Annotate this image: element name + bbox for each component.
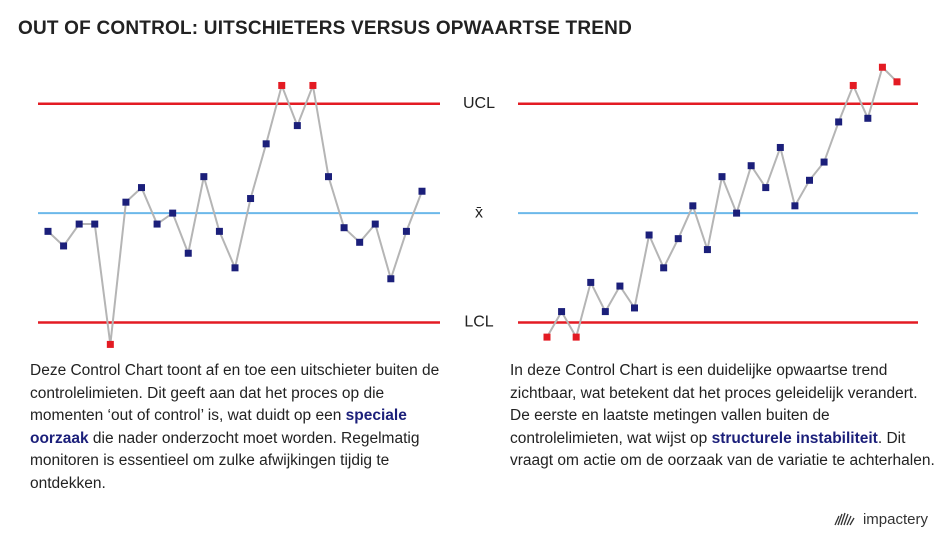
data-point	[747, 162, 755, 170]
data-point	[122, 198, 130, 206]
data-point	[153, 220, 161, 228]
data-point	[387, 275, 395, 283]
data-point	[44, 227, 52, 235]
highlight: speciale oorzaak	[30, 407, 407, 447]
data-point	[231, 264, 239, 272]
data-point	[340, 224, 348, 232]
data-point	[293, 122, 301, 130]
data-point	[278, 81, 286, 89]
data-point	[418, 187, 426, 195]
text: die nader onderzocht moet worden. Regelm…	[30, 429, 420, 492]
data-point	[820, 158, 828, 166]
data-point	[806, 176, 813, 184]
text: Deze Control Chart toont af en toe een u…	[30, 362, 440, 425]
data-point	[60, 242, 68, 250]
data-point	[849, 81, 857, 89]
data-point	[169, 209, 177, 217]
logo-icon	[834, 512, 855, 526]
data-point	[587, 278, 595, 286]
data-point	[703, 246, 711, 254]
data-point	[138, 184, 145, 192]
data-point	[247, 195, 255, 203]
data-point	[835, 118, 843, 126]
data-point	[215, 227, 223, 235]
data-point	[616, 282, 624, 290]
data-point	[864, 114, 872, 122]
data-point	[309, 81, 317, 89]
data-point	[893, 78, 901, 86]
text: . Dit vraagt om actie om de oorzaak van …	[510, 429, 935, 470]
series-line	[47, 81, 423, 345]
data-point	[200, 173, 208, 181]
data-point	[184, 249, 192, 257]
logo: impactery	[833, 510, 928, 528]
data-point	[371, 220, 379, 228]
data-point	[91, 220, 99, 228]
data-point	[718, 173, 726, 181]
data-point	[660, 264, 668, 272]
description: Deze Control Chart toont af en toe een u…	[30, 360, 460, 496]
logo-text: impactery	[862, 511, 928, 528]
text: In deze Control Chart is een duidelijke …	[510, 362, 918, 447]
data-point	[689, 202, 697, 210]
data-point	[356, 238, 364, 246]
limit-label: LCL	[464, 314, 493, 331]
data-point	[762, 184, 770, 192]
limit-label: UCL	[463, 95, 495, 112]
data-point	[791, 202, 799, 210]
data-point	[776, 143, 784, 151]
description: In deze Control Chart is een duidelijke …	[510, 360, 940, 473]
data-point	[402, 227, 410, 235]
data-point	[262, 140, 270, 148]
data-point	[572, 333, 580, 341]
data-point	[558, 308, 566, 316]
data-point	[543, 333, 551, 341]
data-point	[75, 220, 83, 228]
data-point	[878, 63, 886, 71]
data-point	[631, 304, 638, 312]
data-point	[733, 209, 741, 217]
data-point	[601, 308, 609, 316]
limit-label: x̄	[475, 204, 483, 221]
data-point	[645, 231, 653, 239]
highlight: structurele instabiliteit	[711, 429, 878, 447]
title: OUT OF CONTROL: UITSCHIETERS VERSUS OPWA…	[18, 18, 632, 39]
data-point	[674, 235, 682, 243]
series-line	[546, 65, 898, 340]
data-point	[106, 340, 114, 348]
data-point	[325, 173, 332, 181]
